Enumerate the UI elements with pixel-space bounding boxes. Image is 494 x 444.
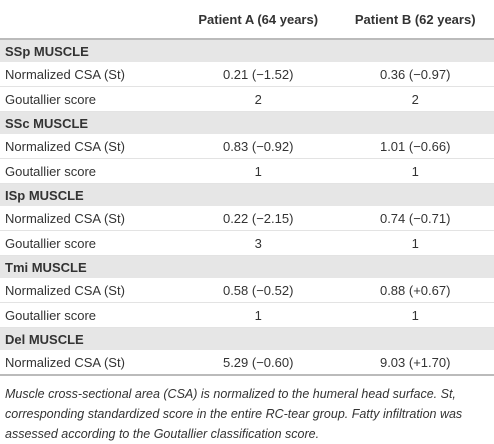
section-title: SSc MUSCLE bbox=[0, 111, 494, 134]
row-label: Normalized CSA (St) bbox=[0, 134, 180, 159]
row-label: Normalized CSA (St) bbox=[0, 278, 180, 303]
cell-value: 2 bbox=[336, 86, 494, 112]
cell-value: 9.03 (+1.70) bbox=[336, 350, 494, 376]
cell-value: 1 bbox=[180, 158, 337, 184]
column-header: Patient A (64 years) bbox=[180, 0, 337, 40]
section-row: SSc MUSCLE bbox=[0, 111, 494, 134]
cell-value: 1 bbox=[336, 302, 494, 328]
cell-value: 2 bbox=[180, 86, 337, 112]
section-title: Del MUSCLE bbox=[0, 327, 494, 350]
row-label: Normalized CSA (St) bbox=[0, 350, 180, 376]
footnote: Muscle cross-sectional area (CSA) is nor… bbox=[5, 387, 463, 441]
cell-value: 0.36 (−0.97) bbox=[336, 62, 494, 87]
row-label: Normalized CSA (St) bbox=[0, 62, 180, 87]
data-row: Goutallier score 1 1 bbox=[0, 158, 494, 184]
cell-value: 1 bbox=[336, 158, 494, 184]
section-row: Tmi MUSCLE bbox=[0, 255, 494, 278]
data-row: Normalized CSA (St) 5.29 (−0.60) 9.03 (+1.… bbox=[0, 350, 494, 376]
data-row: Goutallier score 3 1 bbox=[0, 230, 494, 256]
section-row: SSp MUSCLE bbox=[0, 39, 494, 62]
data-row: Normalized CSA (St) 0.83 (−0.92) 1.01 (−0.… bbox=[0, 134, 494, 159]
cell-value: 0.22 (−2.15) bbox=[180, 206, 337, 231]
cell-value: 0.88 (+0.67) bbox=[336, 278, 494, 303]
row-label: Goutallier score bbox=[0, 86, 180, 112]
cell-value: 0.21 (−1.52) bbox=[180, 62, 337, 87]
data-row: Normalized CSA (St) 0.58 (−0.52) 0.88 (+0.… bbox=[0, 278, 494, 303]
cell-value: 1.01 (−0.66) bbox=[336, 134, 494, 159]
cell-value: 0.58 (−0.52) bbox=[180, 278, 337, 303]
section-title: SSp MUSCLE bbox=[0, 39, 494, 62]
data-row: Goutallier score 1 1 bbox=[0, 302, 494, 328]
section-title: Tmi MUSCLE bbox=[0, 255, 494, 278]
section-row: ISp MUSCLE bbox=[0, 183, 494, 206]
data-row: Normalized CSA (St) 0.21 (−1.52) 0.36 (−0.… bbox=[0, 62, 494, 87]
header-row: Patient A (64 years) Patient B (62 years) bbox=[0, 0, 494, 40]
cell-value: 5.29 (−0.60) bbox=[180, 350, 337, 376]
data-table: Patient A (64 years) Patient B (62 years)… bbox=[0, 0, 494, 376]
data-row: Goutallier score 2 2 bbox=[0, 86, 494, 112]
section-row: Del MUSCLE bbox=[0, 327, 494, 350]
row-label: Goutallier score bbox=[0, 158, 180, 184]
row-label: Goutallier score bbox=[0, 302, 180, 328]
cell-value: 3 bbox=[180, 230, 337, 256]
cell-value: 1 bbox=[336, 230, 494, 256]
table-body: SSp MUSCLE Normalized CSA (St) 0.21 (−1.52… bbox=[0, 39, 494, 376]
corner-cell bbox=[0, 0, 180, 40]
cell-value: 0.74 (−0.71) bbox=[336, 206, 494, 231]
section-title: ISp MUSCLE bbox=[0, 183, 494, 206]
cell-value: 1 bbox=[180, 302, 337, 328]
cell-value: 0.83 (−0.92) bbox=[180, 134, 337, 159]
row-label: Goutallier score bbox=[0, 230, 180, 256]
column-header: Patient B (62 years) bbox=[336, 0, 494, 40]
row-label: Normalized CSA (St) bbox=[0, 206, 180, 231]
data-row: Normalized CSA (St) 0.22 (−2.15) 0.74 (−0.… bbox=[0, 206, 494, 231]
